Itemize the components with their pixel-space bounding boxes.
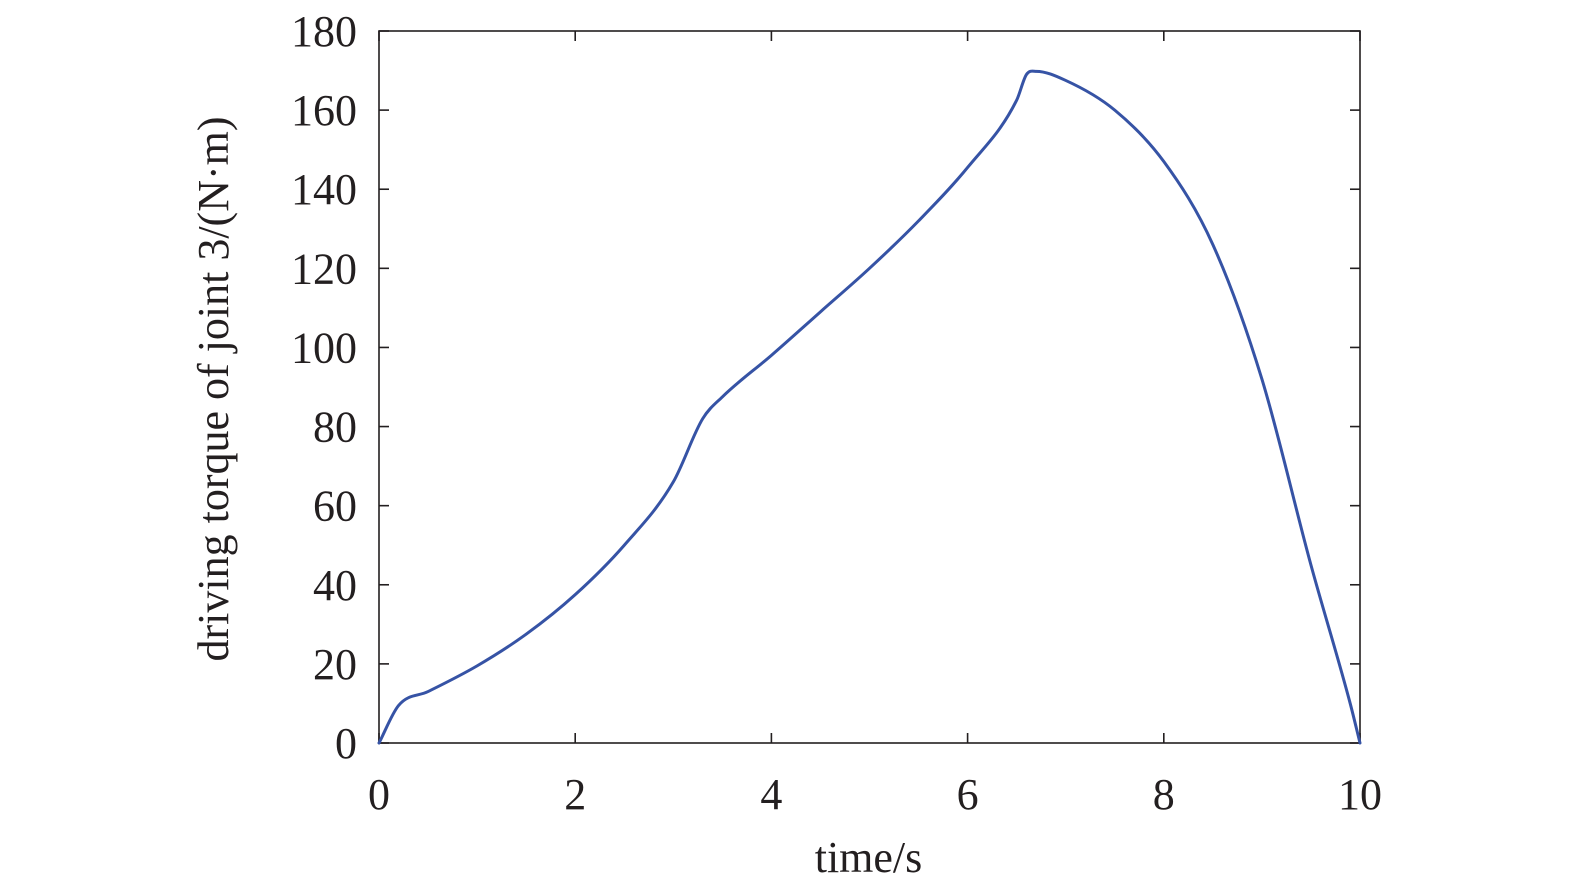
x-tick-label: 8 — [1153, 770, 1175, 819]
x-tick-label: 10 — [1338, 770, 1382, 819]
x-tick-label: 0 — [368, 770, 390, 819]
y-tick-label: 20 — [313, 640, 357, 689]
plot-area-border — [378, 30, 1361, 744]
y-axis-ticks: 0 20 40 60 80 100 120 140 160 180 — [291, 7, 1360, 768]
x-tick-label: 4 — [760, 770, 782, 819]
torque-series-line — [377, 69, 1362, 745]
x-tick-label: 2 — [564, 770, 586, 819]
x-axis-title: time/s — [815, 833, 923, 882]
x-tick-label: 6 — [957, 770, 979, 819]
plot-frame — [378, 30, 1361, 744]
y-tick-label: 60 — [313, 482, 357, 531]
y-tick-label: 100 — [291, 323, 357, 372]
y-axis-title: driving torque of joint 3/(N·m) — [189, 116, 238, 661]
y-tick-label: 40 — [313, 561, 357, 610]
y-tick-label: 140 — [291, 165, 357, 214]
y-tick-label: 80 — [313, 403, 357, 452]
series-lines — [377, 69, 1362, 745]
x-axis-ticks: 0 2 4 6 8 10 — [368, 31, 1382, 819]
y-tick-label: 120 — [291, 244, 357, 293]
y-tick-label: 180 — [291, 7, 357, 56]
y-tick-label: 160 — [291, 86, 357, 135]
y-tick-label: 0 — [335, 719, 357, 768]
